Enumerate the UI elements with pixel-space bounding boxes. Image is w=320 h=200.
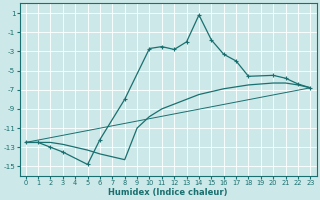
X-axis label: Humidex (Indice chaleur): Humidex (Indice chaleur) <box>108 188 228 197</box>
